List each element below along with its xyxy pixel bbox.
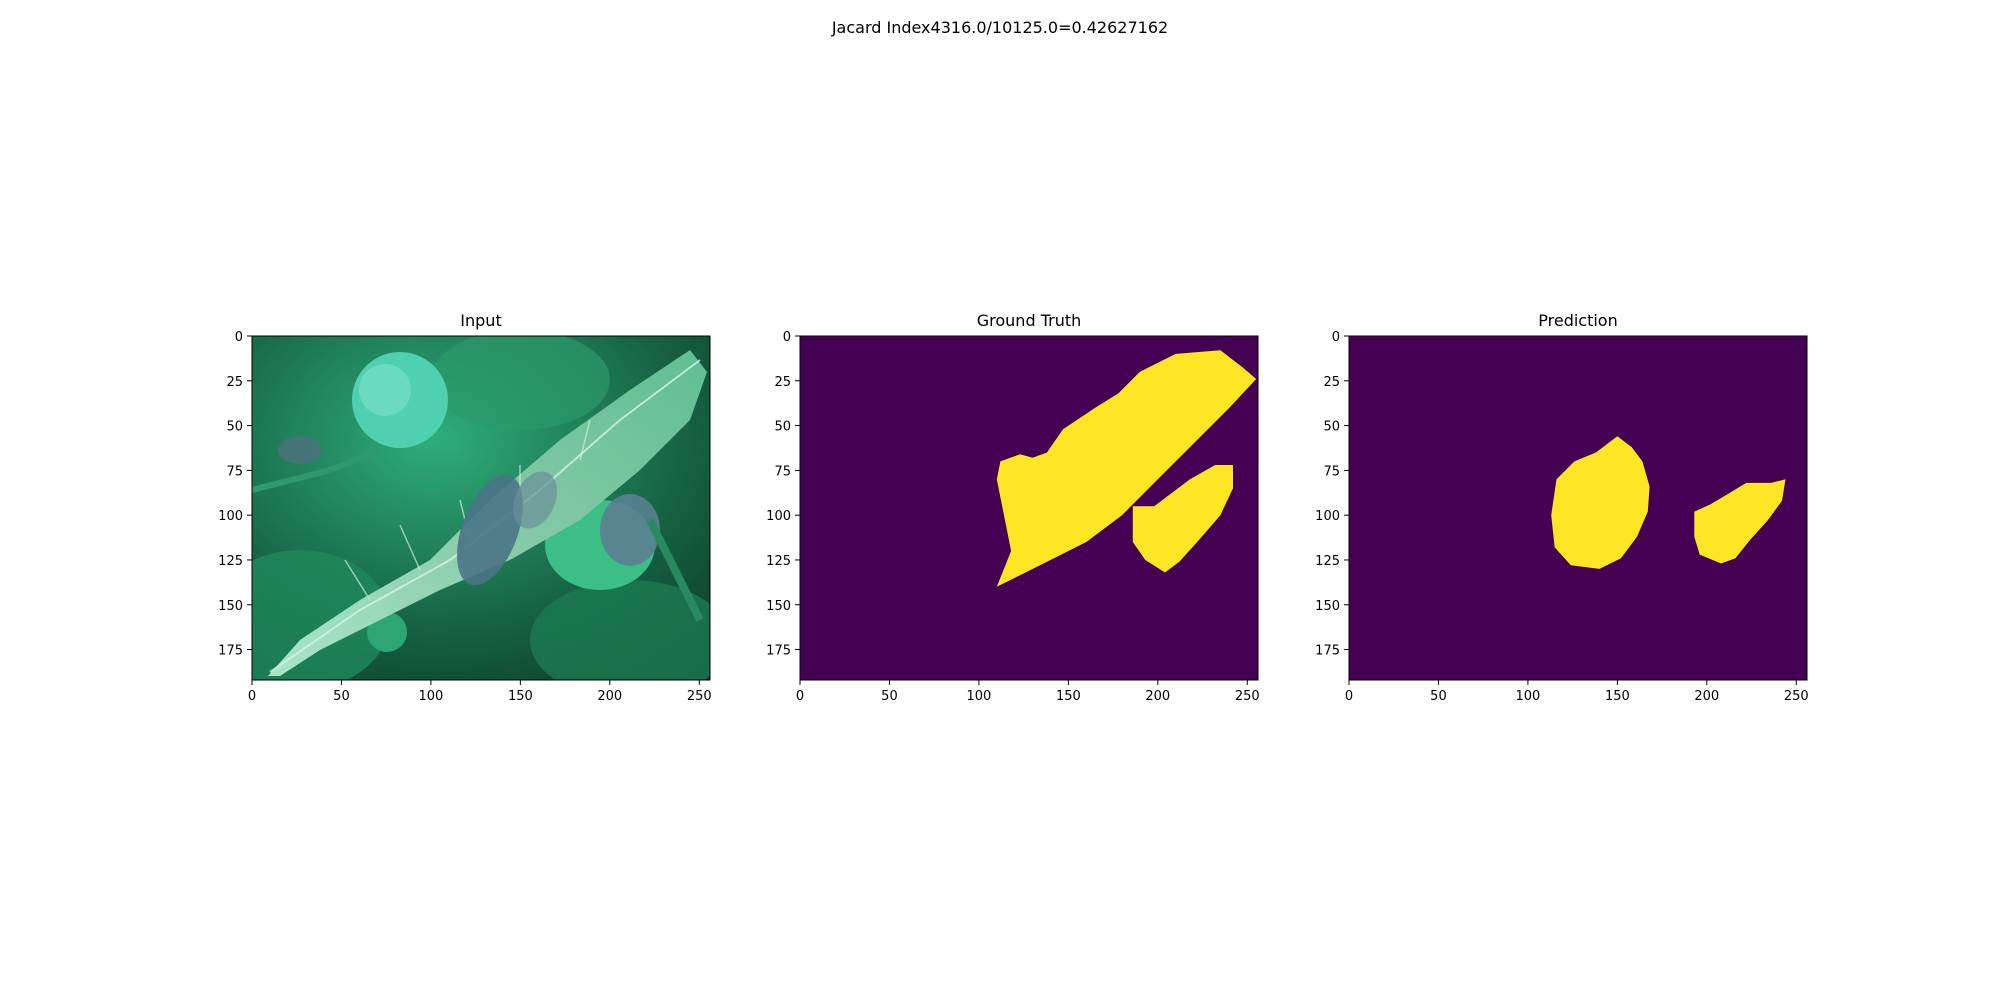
y-tick-label: 75 xyxy=(1323,464,1340,479)
x-tick-label: 150 xyxy=(1605,689,1630,704)
y-tick-label: 125 xyxy=(1315,554,1340,569)
x-tick-label: 200 xyxy=(1694,689,1719,704)
y-tick-label: 0 xyxy=(235,330,243,345)
mask-region xyxy=(1551,436,1650,569)
y-tick-label: 125 xyxy=(218,554,243,569)
y-tick-label: 50 xyxy=(774,420,791,435)
y-tick-label: 0 xyxy=(1332,330,1340,345)
y-ticks: 0 25 50 75 100 125 150 175 xyxy=(766,330,800,659)
y-ticks: 0 25 50 75 100 125 150 175 xyxy=(1315,330,1349,659)
y-tick-label: 75 xyxy=(226,464,243,479)
x-tick-label: 100 xyxy=(418,689,443,704)
y-ticks: 0 25 50 75 100 125 150 175 xyxy=(218,330,252,659)
y-tick-label: 100 xyxy=(218,509,243,524)
y-tick-label: 25 xyxy=(226,375,243,390)
panel-ground-truth: Ground Truth 0 50 100 150 200 250 0 25 50 75 100 1… xyxy=(766,311,1260,704)
panel-input: Input 0 50 100 150 200 250 0 25 50 75 100 125 150 17… xyxy=(218,311,712,704)
x-tick-label: 50 xyxy=(333,689,350,704)
y-tick-label: 75 xyxy=(774,464,791,479)
axes-frame xyxy=(251,335,711,681)
x-tick-label: 250 xyxy=(687,689,712,704)
figure-suptitle: Jacard Index4316.0/10125.0=0.42627162 xyxy=(831,18,1168,37)
y-tick-label: 50 xyxy=(226,420,243,435)
x-tick-label: 250 xyxy=(1784,689,1809,704)
y-tick-label: 25 xyxy=(1323,375,1340,390)
y-tick-label: 175 xyxy=(1315,644,1340,659)
x-tick-label: 100 xyxy=(966,689,991,704)
mask-region xyxy=(1694,479,1786,564)
mask-region xyxy=(1132,465,1233,573)
mask-regions xyxy=(996,350,1257,587)
y-tick-label: 175 xyxy=(766,644,791,659)
y-tick-label: 150 xyxy=(766,599,791,614)
x-tick-label: 50 xyxy=(1430,689,1447,704)
x-ticks: 0 50 100 150 200 250 xyxy=(248,680,712,704)
y-tick-label: 100 xyxy=(1315,509,1340,524)
y-tick-label: 0 xyxy=(783,330,791,345)
x-tick-label: 0 xyxy=(796,689,804,704)
y-tick-label: 50 xyxy=(1323,420,1340,435)
y-tick-label: 100 xyxy=(766,509,791,524)
mask-region xyxy=(996,350,1257,587)
axes-frame xyxy=(1348,335,1808,681)
x-tick-label: 250 xyxy=(1235,689,1260,704)
panel-title: Ground Truth xyxy=(977,311,1082,330)
x-tick-label: 200 xyxy=(597,689,622,704)
y-tick-label: 175 xyxy=(218,644,243,659)
y-tick-label: 150 xyxy=(1315,599,1340,614)
x-tick-label: 200 xyxy=(1145,689,1170,704)
panel-prediction: Prediction 0 50 100 150 200 250 0 25 50 75 100 125… xyxy=(1315,311,1809,704)
x-tick-label: 50 xyxy=(881,689,898,704)
y-tick-label: 150 xyxy=(218,599,243,614)
x-tick-label: 0 xyxy=(248,689,256,704)
x-tick-label: 100 xyxy=(1515,689,1540,704)
input-image xyxy=(252,336,710,680)
mask-regions xyxy=(1551,436,1786,569)
x-tick-label: 150 xyxy=(508,689,533,704)
x-ticks: 0 50 100 150 200 250 xyxy=(796,680,1260,704)
x-tick-label: 0 xyxy=(1345,689,1353,704)
panel-title: Input xyxy=(460,311,501,330)
axes-frame xyxy=(799,335,1259,681)
panel-title: Prediction xyxy=(1538,311,1617,330)
y-tick-label: 25 xyxy=(774,375,791,390)
x-tick-label: 150 xyxy=(1056,689,1081,704)
x-ticks: 0 50 100 150 200 250 xyxy=(1345,680,1809,704)
y-tick-label: 125 xyxy=(766,554,791,569)
